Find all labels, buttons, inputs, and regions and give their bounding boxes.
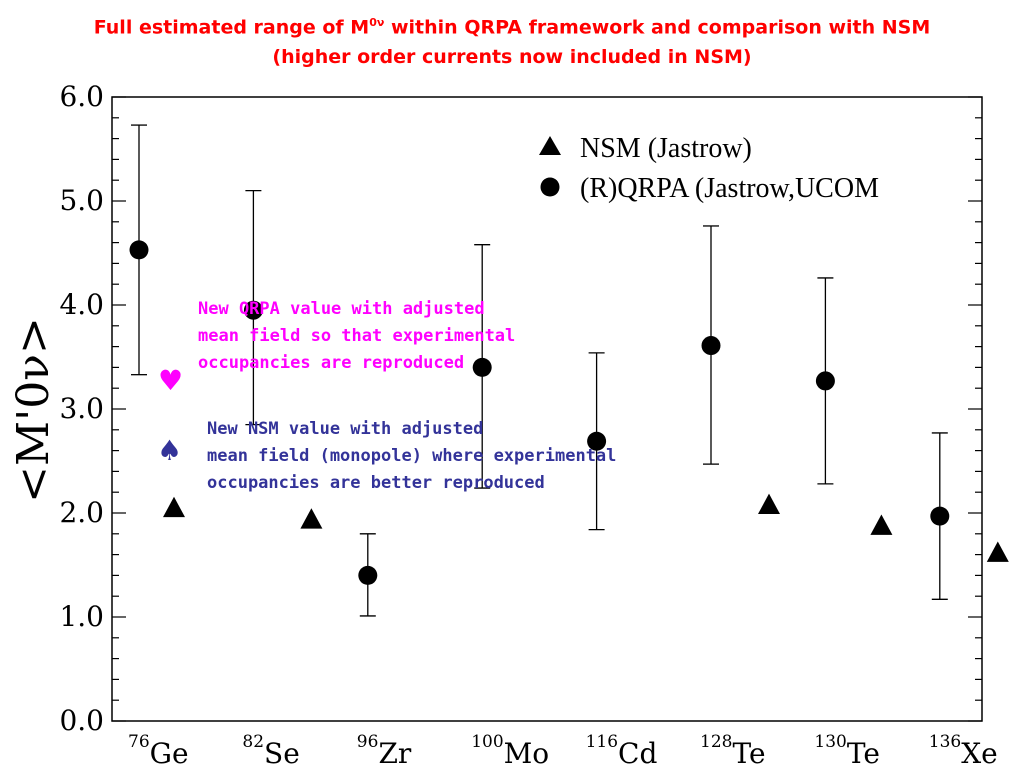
x-category-symbol: Mo xyxy=(504,737,550,768)
y-ticks: 0.0 1.0 2.0 3.0 4.0 5.0 6.0 xyxy=(59,80,982,737)
x-category-symbol: Xe xyxy=(961,737,998,768)
nsm-point xyxy=(758,493,780,515)
qrpa-point xyxy=(243,300,263,320)
x-category-mass: 96 xyxy=(357,732,379,752)
legend-circle-marker xyxy=(540,177,560,197)
legend: NSM (Jastrow) (R)QRPA (Jastrow,UCOM xyxy=(539,133,879,204)
x-category-symbol: Te xyxy=(847,737,880,768)
x-category-label: 136Xe xyxy=(929,732,998,768)
nsm-point xyxy=(986,541,1009,562)
qrpa-point xyxy=(587,431,607,451)
x-category-mass: 76 xyxy=(128,732,150,752)
x-category-symbol: Zr xyxy=(378,737,411,768)
qrpa-point xyxy=(701,336,721,356)
x-category-label: 82Se xyxy=(242,732,299,768)
chart-title-line2: (higher order currents now included in N… xyxy=(272,46,752,68)
qrpa-point xyxy=(472,357,492,377)
x-category-mass: 82 xyxy=(242,732,264,752)
y-tick-label: 0.0 xyxy=(59,704,104,737)
x-category-label: 128Te xyxy=(700,732,766,768)
x-category-symbol: Ge xyxy=(150,737,189,768)
nsm-point xyxy=(163,496,185,518)
heart-icon: ♥ xyxy=(158,364,184,397)
x-category-symbol: Te xyxy=(732,737,765,768)
x-category-symbol: Cd xyxy=(618,737,657,768)
legend-nsm-label: NSM (Jastrow) xyxy=(580,133,752,164)
x-category-label: 96Zr xyxy=(357,732,412,768)
y-tick-label: 4.0 xyxy=(59,288,104,321)
title-suffix: within QRPA framework and comparison wit… xyxy=(384,16,931,39)
x-category-mass: 116 xyxy=(586,732,618,752)
x-category-label: 130Te xyxy=(814,732,880,768)
x-category-mass: 130 xyxy=(814,732,846,752)
x-category-mass: 128 xyxy=(700,732,732,752)
x-category-label: 100Mo xyxy=(471,732,549,768)
x-category-mass: 100 xyxy=(471,732,503,752)
nsm-point xyxy=(870,514,893,535)
qrpa-annotation: New QRPA value with adjusted mean field … xyxy=(198,299,516,373)
y-axis-label: <M'0ν> xyxy=(8,317,59,503)
data-points xyxy=(129,240,1009,585)
qrpa-point xyxy=(815,371,835,391)
spade-icon: ♠ xyxy=(157,434,183,467)
chart-title-line1: Full estimated range of M0ν within QRPA … xyxy=(0,6,1024,44)
legend-qrpa-label: (R)QRPA (Jastrow,UCOM xyxy=(580,173,879,204)
qrpa-point xyxy=(358,565,378,585)
y-tick-label: 3.0 xyxy=(59,392,104,425)
x-category-label: 76Ge xyxy=(128,732,189,768)
title-prefix: Full estimated range of M xyxy=(93,16,370,39)
nsm-annotation: New NSM value with adjusted mean field (… xyxy=(207,419,617,493)
x-category-mass: 136 xyxy=(929,732,961,752)
y-axis-label-text: <M'0ν> xyxy=(8,317,59,503)
y-tick-label: 1.0 xyxy=(59,600,104,633)
qrpa-point xyxy=(129,240,149,260)
y-tick-label: 5.0 xyxy=(59,184,104,217)
legend-triangle-marker xyxy=(539,136,561,155)
x-category-label: 116Cd xyxy=(586,732,658,768)
qrpa-point xyxy=(930,506,950,526)
x-category-symbol: Se xyxy=(264,737,300,768)
x-labels: 76Ge 82Se 96Zr 100Mo 116Cd 128Te 130Te 136Xe xyxy=(128,732,998,768)
y-tick-label: 6.0 xyxy=(59,80,104,113)
y-tick-label: 2.0 xyxy=(59,496,104,529)
title-superscript: 0ν xyxy=(369,16,385,29)
nsm-point xyxy=(300,508,323,529)
